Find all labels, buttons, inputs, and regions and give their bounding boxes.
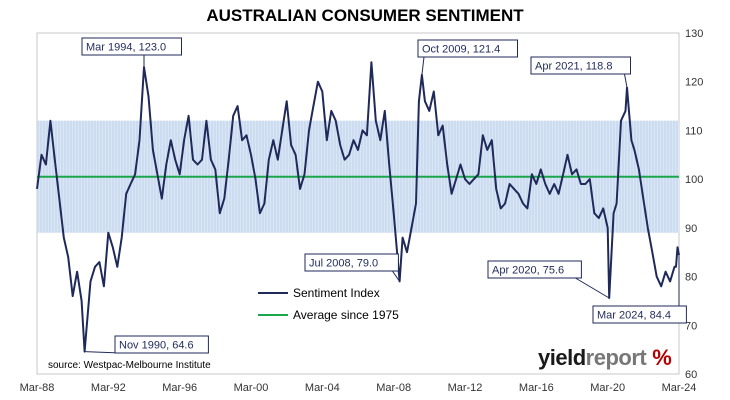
y-tick-label: 90 [685, 223, 697, 235]
annotation-label: Mar 2024, 84.4 [597, 310, 671, 322]
annotation-leader [624, 73, 628, 88]
x-tick-label: Mar-24 [662, 382, 697, 394]
x-tick-label: Mar-00 [234, 382, 269, 394]
source-note: source: Westpac-Melbourne Institute [48, 360, 211, 371]
legend-label: Average since 1975 [293, 308, 399, 322]
x-tick-label: Mar-92 [91, 382, 126, 394]
annotation-box [530, 56, 631, 75]
x-tick-label: Mar-20 [590, 382, 625, 394]
x-tick-label: Mar-16 [519, 382, 554, 394]
annotation-box [304, 253, 399, 272]
x-tick-label: Mar-04 [305, 382, 340, 394]
annotation-label: Apr 2020, 75.6 [492, 265, 564, 277]
y-tick-label: 110 [685, 125, 703, 137]
y-tick-label: 120 [685, 77, 703, 89]
annotation-box [487, 260, 582, 279]
y-tick-label: 100 [685, 174, 703, 186]
y-tick-label: 60 [685, 369, 697, 381]
annotation-box [592, 305, 687, 324]
annotation-label: Jul 2008, 79.0 [309, 258, 378, 270]
annotation-leader [391, 270, 401, 282]
x-tick-label: Mar-96 [162, 382, 197, 394]
y-tick-label: 70 [685, 320, 697, 332]
x-tick-label: Mar-88 [20, 382, 55, 394]
yieldreport-logo: yieldreport% [538, 345, 672, 370]
x-tick-label: Mar-08 [376, 382, 411, 394]
annotation-label: Nov 1990, 64.6 [119, 340, 194, 352]
annotation-leader [421, 56, 425, 75]
chart-title: AUSTRALIAN CONSUMER SENTIMENT [206, 6, 524, 25]
annotation-label: Apr 2021, 118.8 [535, 61, 612, 73]
annotation-box [114, 335, 209, 354]
annotation-leader [575, 277, 610, 299]
y-tick-label: 130 [685, 28, 703, 40]
legend-label: Sentiment Index [293, 286, 380, 300]
annotation-box [81, 37, 182, 56]
y-tick-label: 80 [685, 272, 697, 284]
sentiment-line [36, 61, 680, 353]
annotation-box [417, 39, 518, 58]
annotation-label: Mar 1994, 123.0 [86, 42, 166, 54]
x-tick-label: Mar-12 [448, 382, 483, 394]
annotation-label: Oct 2009, 121.4 [422, 44, 500, 56]
